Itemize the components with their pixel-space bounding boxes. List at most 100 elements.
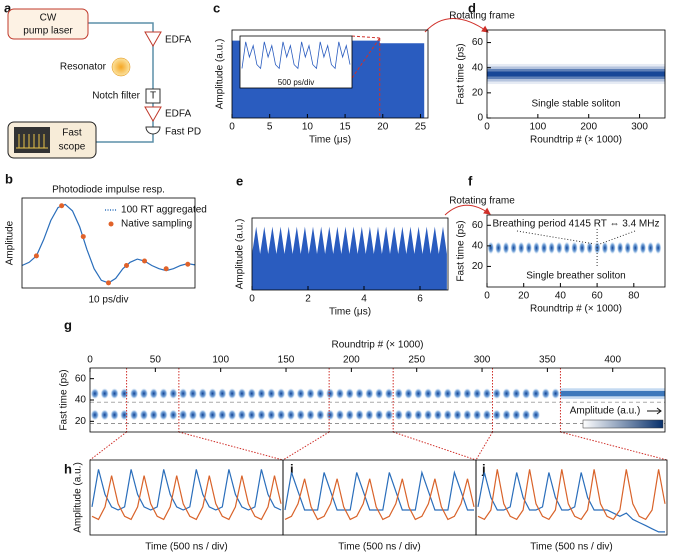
plot-frame: [231, 29, 429, 119]
breather-blob: [443, 388, 452, 399]
heat-row: [487, 79, 665, 82]
colorbar-arrow: [647, 407, 662, 415]
panel-letter: d: [468, 0, 476, 15]
zoom-connector: [89, 431, 127, 461]
zoom-connector: [560, 431, 668, 461]
chart-title: Photodiode impulse resp.: [52, 185, 165, 196]
breather-blob: [228, 388, 237, 399]
x-axis-label: Roundtrip # (× 1000): [530, 135, 622, 146]
notch-symbol: T: [150, 91, 156, 102]
zoom-connector: [393, 431, 477, 461]
y-tick-label: 60: [472, 37, 484, 48]
breather-blob: [90, 409, 100, 421]
line: [477, 469, 666, 521]
breather-blob: [247, 409, 256, 421]
pump-label: pump laser: [23, 26, 73, 37]
photodiode: [145, 126, 161, 135]
breather-blob: [463, 409, 472, 421]
breather-blob: [563, 241, 571, 255]
x-tick-label: 20: [377, 122, 389, 133]
zoom-connector: [351, 35, 380, 39]
breather-blob: [365, 409, 374, 421]
line: [91, 469, 282, 511]
edfa: [144, 106, 162, 123]
breather-blob: [492, 409, 501, 421]
breather-blob: [384, 409, 394, 421]
breather-blob: [433, 409, 443, 421]
panel-letter: g: [64, 317, 72, 332]
breather-blob: [502, 388, 511, 399]
breather-blob: [394, 388, 403, 399]
breather-blob: [540, 241, 548, 255]
period-bracket: [516, 230, 636, 245]
line: [91, 475, 282, 521]
panel-letter: h: [64, 461, 72, 476]
legend-marker: [108, 221, 114, 227]
breather-blob: [482, 409, 492, 421]
legend-label: Native sampling: [121, 219, 192, 230]
x-tick-label: 4: [361, 294, 367, 305]
breather-blob: [345, 388, 354, 399]
point: [106, 280, 111, 286]
rotating-arrow: [424, 18, 489, 33]
breather-blob: [424, 388, 433, 399]
y-tick-label: 60: [472, 220, 484, 231]
breather-blob: [443, 409, 452, 421]
breather-blob: [632, 241, 639, 255]
breather-blob: [110, 409, 119, 421]
breather-blob: [355, 388, 364, 399]
x-axis-label: 10 ps/div: [88, 295, 128, 306]
heat-row: [487, 71, 665, 74]
breather-blob: [512, 388, 521, 399]
breather-blob: [502, 241, 510, 255]
breather-blob: [394, 409, 403, 421]
breather-blob: [375, 409, 384, 421]
pump-box: [7, 8, 89, 40]
y-tick-label: 0: [477, 113, 483, 124]
y-axis-label: Amplitude: [5, 220, 16, 265]
annotation: Breathing period 4145 RT ⇔ 3.4 MHz: [493, 219, 660, 230]
breather-blob: [433, 388, 443, 399]
breather-blob: [578, 241, 586, 255]
line: [284, 470, 474, 511]
panel-letter: j: [481, 461, 486, 476]
x-tick-label: 400: [604, 355, 621, 366]
heat-row: [487, 81, 665, 85]
breather-blob: [296, 388, 305, 399]
breather-blob: [159, 409, 168, 421]
breather-blob: [208, 388, 217, 399]
breather-blob: [556, 241, 563, 255]
breather-blob: [286, 388, 296, 399]
x-axis-label: Roundtrip # (× 1000): [331, 340, 423, 351]
breather-blob: [286, 409, 296, 421]
breather-blob: [198, 388, 207, 399]
breather-blob: [531, 409, 541, 421]
x-axis-label: Roundtrip # (× 1000): [530, 304, 622, 315]
breather-blob: [609, 241, 616, 255]
point: [59, 203, 65, 209]
breather-blob: [375, 388, 384, 399]
panel-letter: b: [5, 171, 13, 186]
breather-blob: [188, 388, 198, 399]
plot-frame: [486, 29, 666, 119]
breather-blob: [414, 388, 423, 399]
x-axis-label: Time (μs): [309, 135, 351, 146]
x-tick-label: 60: [592, 291, 604, 302]
heat-row: [487, 68, 665, 72]
breather-blob: [100, 409, 109, 421]
x-tick-label: 350: [539, 355, 556, 366]
breather-blob: [208, 409, 217, 421]
breather-blob: [120, 409, 129, 421]
breather-blob: [548, 241, 555, 255]
breather-blob: [654, 241, 662, 255]
x-axis-label: Time (500 ns / div): [338, 542, 420, 553]
breather-blob: [647, 241, 654, 255]
chart-title: Rotating frame: [449, 196, 515, 207]
breather-blob: [541, 388, 550, 399]
chart-title: Rotating frame: [449, 11, 515, 22]
breather-blob: [473, 409, 482, 421]
y-tick-label: 20: [75, 416, 87, 427]
zoom-connector: [282, 431, 330, 461]
notch-box: [145, 88, 161, 104]
